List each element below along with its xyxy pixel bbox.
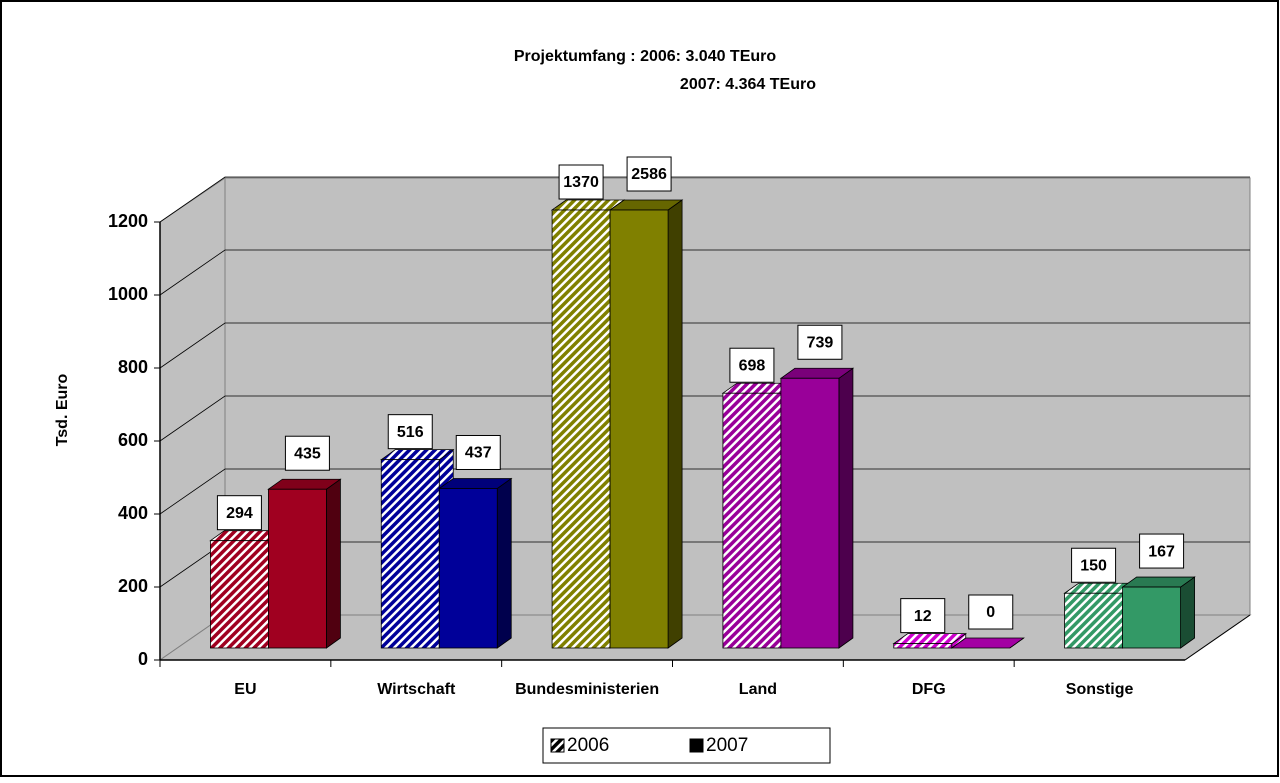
value-label: 435 [294, 445, 321, 462]
bar-front [609, 209, 669, 649]
value-label-box [455, 434, 501, 470]
x-tick-label: Land [739, 681, 777, 698]
value-label-box [626, 156, 672, 192]
bar-front [380, 459, 440, 649]
bar-front [893, 643, 953, 649]
bar [950, 637, 1025, 649]
bar-side [838, 367, 854, 649]
floor-edge [1184, 614, 1251, 661]
x-tick-label: Bundesministerien [515, 681, 659, 698]
bar [1121, 576, 1196, 649]
bar-front [780, 377, 840, 649]
bar-front [551, 209, 611, 649]
bar-top [950, 637, 1025, 649]
y-tick-label: 1200 [108, 211, 148, 231]
value-label: 1370 [563, 174, 599, 191]
value-label: 437 [465, 445, 492, 462]
value-label-box [797, 324, 843, 360]
y-tick-label: 400 [118, 503, 148, 523]
x-tick-label: Sonstige [1066, 681, 1134, 698]
bar [779, 367, 855, 649]
chart-title: Projektumfang : 2006: 3.040 TEuro [514, 48, 777, 65]
legend-label: 2007 [706, 735, 748, 756]
bar [608, 199, 684, 649]
bar-front [438, 488, 498, 649]
value-label-box [558, 164, 604, 200]
grid-line [159, 176, 1250, 223]
bar [438, 477, 513, 649]
bar-front [722, 392, 782, 649]
value-label: 739 [807, 334, 834, 351]
x-tick-label: EU [234, 681, 256, 698]
bar-side [1180, 576, 1195, 649]
value-label-box [387, 414, 433, 450]
value-label: 698 [739, 357, 766, 374]
value-label: 150 [1080, 557, 1107, 574]
value-label-box [729, 347, 775, 383]
legend [542, 727, 831, 764]
grid-line [159, 395, 1250, 442]
bar [267, 478, 342, 649]
value-label: 516 [397, 424, 424, 441]
value-label-box [1071, 547, 1117, 583]
legend-swatch [550, 738, 565, 753]
value-label-box [216, 495, 262, 531]
value-label: 294 [226, 505, 253, 522]
y-axis-label: Tsd. Euro [54, 373, 71, 446]
value-label-box [900, 598, 946, 634]
value-label: 0 [986, 604, 995, 621]
x-tick-label: DFG [912, 681, 946, 698]
y-tick-label: 1000 [108, 284, 148, 304]
y-tick-label: 0 [138, 649, 148, 669]
value-label-box [1139, 533, 1185, 569]
value-label: 167 [1148, 543, 1175, 560]
legend-label: 2006 [567, 735, 609, 756]
bar-side [667, 199, 683, 649]
bar-front [1122, 586, 1181, 649]
chart-subtitle: 2007: 4.364 TEuro [680, 76, 816, 93]
value-label-box [968, 594, 1014, 630]
grid-line [159, 468, 1250, 515]
bar [892, 632, 967, 649]
legend-swatch [689, 738, 704, 753]
y-tick-label: 600 [118, 430, 148, 450]
bar-side [496, 477, 512, 649]
bar-front [210, 540, 269, 649]
grid-line [159, 322, 1250, 369]
value-label-box [284, 435, 330, 471]
x-tick-label: Wirtschaft [377, 681, 456, 698]
y-tick-label: 800 [118, 357, 148, 377]
value-label: 12 [914, 608, 932, 625]
bar-front [268, 488, 327, 649]
grid-line [159, 249, 1250, 296]
bar-front [1064, 592, 1123, 649]
value-label: 2586 [631, 166, 667, 183]
bar-side [326, 478, 341, 649]
y-tick-label: 200 [118, 576, 148, 596]
